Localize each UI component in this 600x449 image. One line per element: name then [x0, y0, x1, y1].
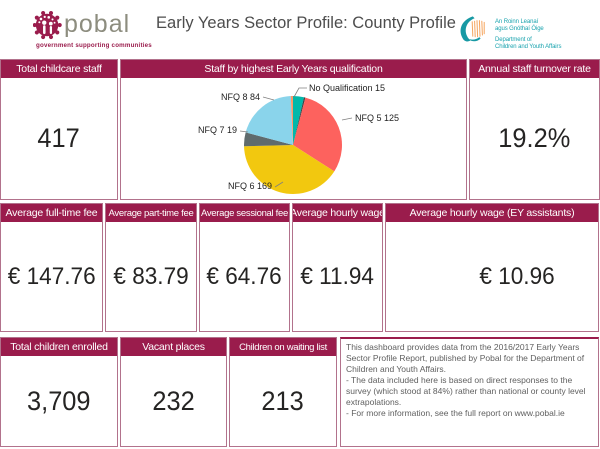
dcya-irish-line1: An Roinn Leanaí	[495, 19, 539, 25]
page-title: Early Years Sector Profile: County Profi…	[156, 14, 456, 32]
pie-label: NFQ 5 125	[355, 113, 399, 123]
card-part-time-fee-title: Average part-time fee	[106, 204, 196, 222]
info-line-2: - The data included here is based on dir…	[346, 375, 586, 407]
sessional-fee-value: € 64.76	[206, 262, 283, 290]
children-enrolled-value: 3,709	[27, 385, 91, 416]
pobal-logo-icon	[33, 10, 62, 40]
card-waiting-list-title: Children on waiting list	[230, 338, 336, 356]
card-turnover-title: Annual staff turnover rate	[470, 60, 599, 78]
info-panel: This dashboard provides data from the 20…	[340, 337, 599, 447]
card-waiting-list: Children on waiting list 213	[229, 337, 337, 447]
pie-label-leader	[274, 181, 284, 188]
pie-label: NFQ 8 84	[221, 92, 260, 102]
pie-label-leader	[262, 96, 275, 101]
pie-slice-unlabeled[interactable]	[290, 96, 293, 145]
qualification-pie-chart[interactable]: No Qualification 15 NFQ 5 125 NFQ 6 169 NFQ…	[120, 77, 467, 200]
card-vacant-places-title: Vacant places	[121, 338, 226, 356]
pie-label: NFQ 6 169	[228, 181, 272, 191]
card-sessional-fee: Average sessional fee € 64.76	[199, 203, 290, 332]
pie-label: NFQ 7 19	[198, 125, 237, 135]
harp-icon	[460, 16, 485, 42]
dcya-dept-line2: Children and Youth Affairs	[495, 44, 562, 50]
pie-slice-no-qualification[interactable]	[293, 96, 304, 145]
hourly-wage-value: € 11.94	[300, 262, 375, 290]
part-time-fee-value: € 83.79	[113, 262, 189, 290]
pobal-tagline: government supporting communities	[36, 42, 152, 49]
pie-slice-nfq-7[interactable]	[244, 132, 293, 147]
pie-slice-unlabeled[interactable]	[293, 97, 306, 145]
full-time-fee-value: € 147.76	[7, 262, 96, 290]
info-panel-text: This dashboard provides data from the 20…	[346, 342, 594, 419]
card-total-childcare-staff-title: Total childcare staff	[1, 60, 117, 78]
waiting-list-value: 213	[261, 385, 305, 416]
card-hourly-wage-title: Average hourly wage	[293, 204, 382, 222]
pie-slice-nfq-5[interactable]	[293, 97, 342, 172]
card-total-childcare-staff: Total childcare staff 417	[0, 59, 118, 200]
hourly-wage-ey-value: € 10.96	[479, 262, 555, 290]
card-hourly-wage-ey: Average hourly wage (EY assistants) € 10…	[385, 203, 599, 332]
pie-label-leader	[239, 130, 249, 133]
card-turnover-rate: Annual staff turnover rate 19.2%	[469, 59, 600, 200]
dcya-irish-line2: agus Gnóthaí Óige	[495, 26, 544, 32]
card-hourly-wage: Average hourly wage € 11.94	[292, 203, 383, 332]
card-children-enrolled-title: Total children enrolled	[1, 338, 117, 356]
card-hourly-wage-ey-title: Average hourly wage (EY assistants)	[386, 204, 598, 222]
turnover-value: 19.2%	[498, 123, 571, 153]
pobal-logo-text: pobal	[64, 10, 131, 38]
total-childcare-staff-value: 417	[37, 123, 81, 153]
pie-label: No Qualification 15	[309, 83, 385, 93]
card-children-enrolled: Total children enrolled 3,709	[0, 337, 118, 447]
pie-slice-nfq-6[interactable]	[244, 145, 335, 194]
vacant-places-value: 232	[152, 385, 195, 416]
info-line-3: - For more information, see the full rep…	[346, 408, 565, 418]
card-full-time-fee: Average full-time fee € 147.76	[0, 203, 103, 332]
pie-label-leader	[341, 117, 353, 121]
card-part-time-fee: Average part-time fee € 83.79	[105, 203, 197, 332]
pie-slice-nfq-8[interactable]	[245, 96, 293, 145]
info-line-1: This dashboard provides data from the 20…	[346, 342, 585, 374]
dcya-logo-text: An Roinn Leanaí agus Gnóthaí Óige Depart…	[495, 19, 561, 51]
card-vacant-places: Vacant places 232	[120, 337, 227, 447]
card-sessional-fee-title: Average sessional fee	[200, 204, 289, 222]
card-qualification-title: Staff by highest Early Years qualificati…	[121, 60, 466, 78]
dcya-dept-line1: Department of	[495, 37, 532, 43]
card-full-time-fee-title: Average full-time fee	[1, 204, 102, 222]
pie-label-leader	[293, 87, 307, 98]
